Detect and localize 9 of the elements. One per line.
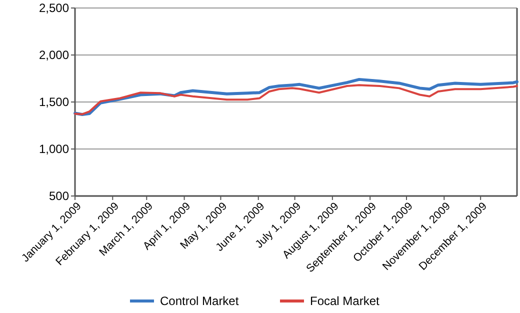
line-series (74, 78, 518, 116)
legend-label: Control Market (160, 294, 240, 308)
y-tick-label: 2,500 (38, 1, 70, 16)
legend-label: Focal Market (310, 294, 380, 308)
line-series (74, 84, 518, 116)
y-tick-label: 2,000 (38, 48, 70, 62)
y-tick-label: 1,500 (38, 95, 70, 110)
y-tick-label: 500 (48, 189, 70, 204)
y-tick-label: 1,000 (38, 142, 70, 156)
